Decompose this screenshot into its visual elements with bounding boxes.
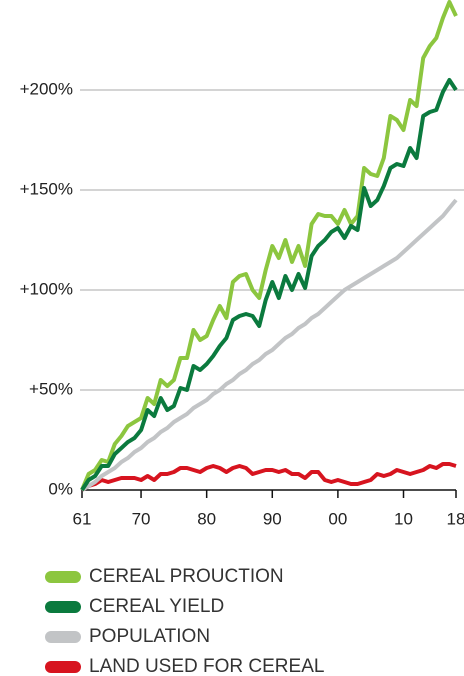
- series-line: [80, 0, 458, 491]
- x-tick-label: 61: [73, 509, 92, 528]
- legend-swatch: [45, 601, 81, 613]
- x-tick-label: 70: [132, 509, 151, 528]
- legend-swatch: [45, 631, 81, 643]
- series-line: [80, 462, 457, 492]
- legend-label: CEREAL PROUCTION: [89, 566, 284, 587]
- x-tick-label: 00: [328, 509, 347, 528]
- x-tick-label: 80: [197, 509, 216, 528]
- legend-label: LAND USED FOR CEREAL: [89, 656, 324, 676]
- y-tick-label: +150%: [20, 179, 73, 198]
- legend-swatch: [45, 571, 81, 583]
- x-tick-label: 90: [263, 509, 282, 528]
- legend-swatch: [45, 661, 81, 673]
- legend-label: CEREAL YIELD: [89, 596, 224, 617]
- y-tick-label: +200%: [20, 79, 73, 98]
- y-tick-label: 0%: [48, 479, 73, 498]
- x-tick-label: 18: [447, 509, 464, 528]
- legend-label: POPULATION: [89, 626, 210, 647]
- y-tick-label: +50%: [29, 379, 73, 398]
- y-tick-label: +100%: [20, 279, 73, 298]
- series-line: [80, 78, 458, 492]
- series-line: [80, 198, 458, 492]
- x-tick-label: 10: [394, 509, 413, 528]
